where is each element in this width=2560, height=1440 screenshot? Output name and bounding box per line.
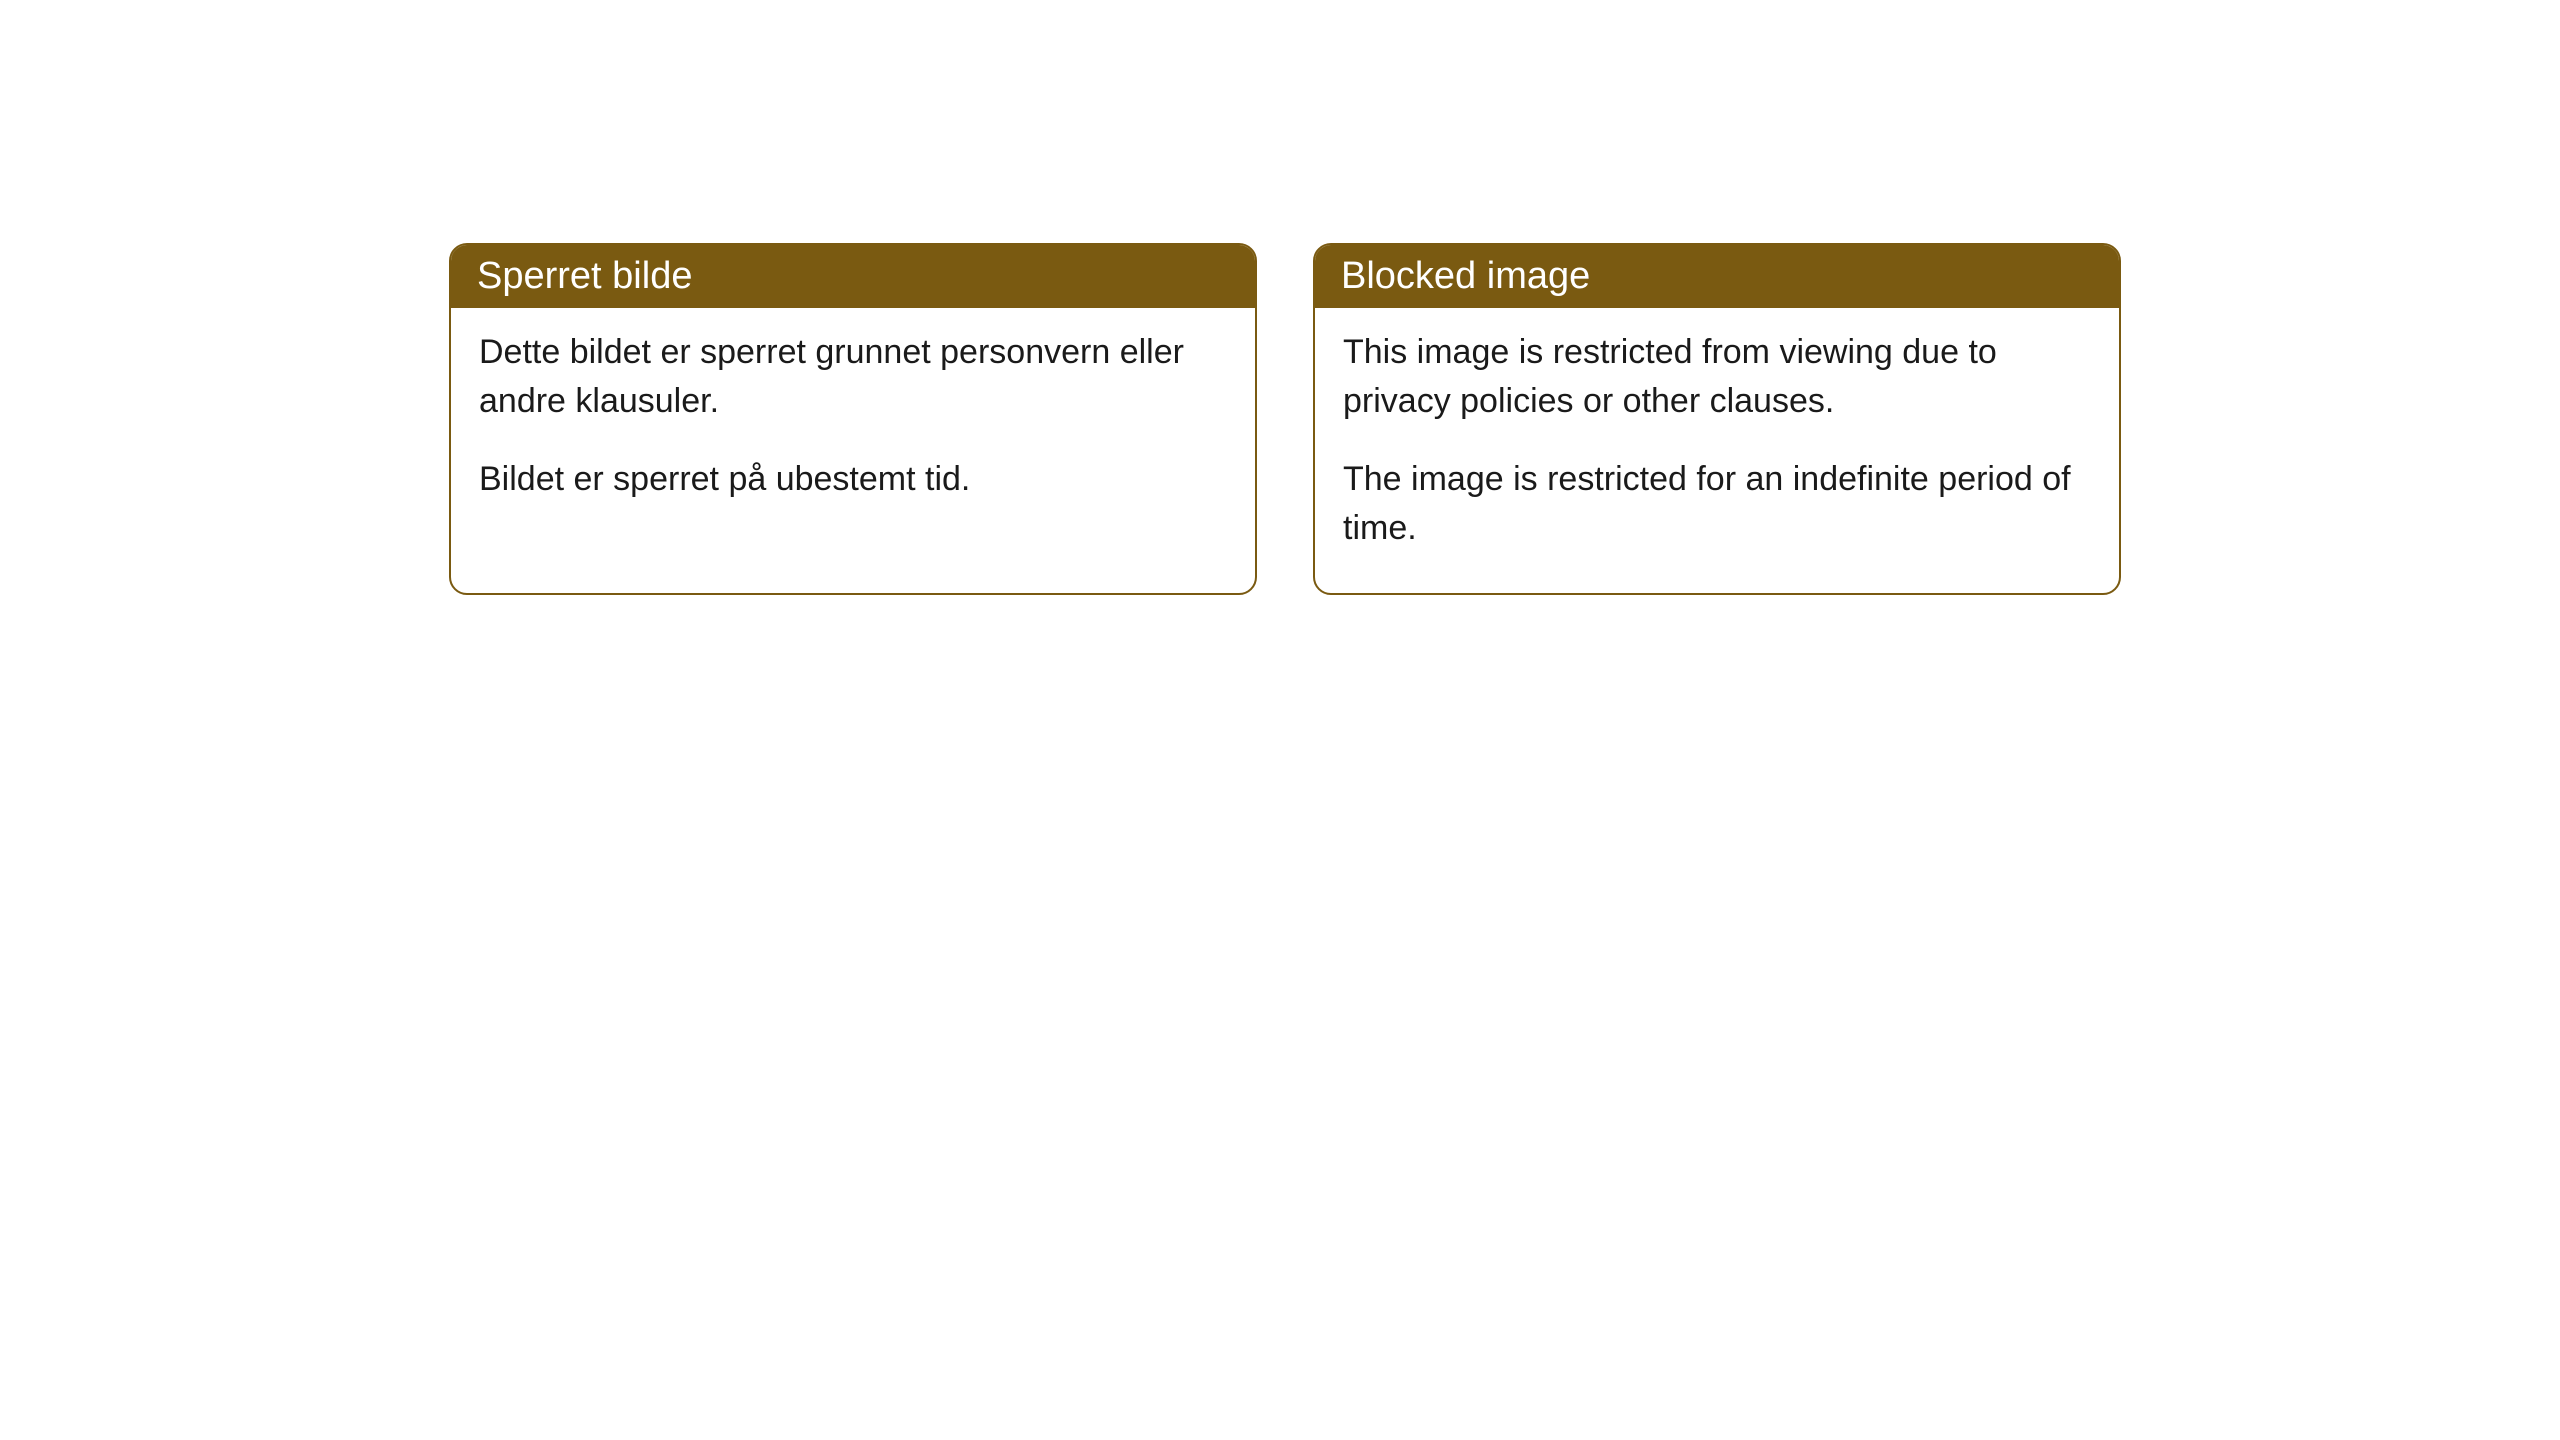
notice-card-norwegian: Sperret bilde Dette bildet er sperret gr… [449, 243, 1257, 595]
card-title: Sperret bilde [477, 255, 692, 297]
card-text-line-2: Bildet er sperret på ubestemt tid. [479, 455, 1227, 504]
card-text-line-2: The image is restricted for an indefinit… [1343, 455, 2091, 554]
notice-cards-container: Sperret bilde Dette bildet er sperret gr… [449, 243, 2121, 595]
card-title: Blocked image [1341, 255, 1590, 297]
card-body-norwegian: Dette bildet er sperret grunnet personve… [451, 308, 1255, 544]
card-text-line-1: This image is restricted from viewing du… [1343, 328, 2091, 427]
notice-card-english: Blocked image This image is restricted f… [1313, 243, 2121, 595]
card-body-english: This image is restricted from viewing du… [1315, 308, 2119, 593]
card-header-english: Blocked image [1315, 245, 2119, 308]
card-text-line-1: Dette bildet er sperret grunnet personve… [479, 328, 1227, 427]
card-header-norwegian: Sperret bilde [451, 245, 1255, 308]
